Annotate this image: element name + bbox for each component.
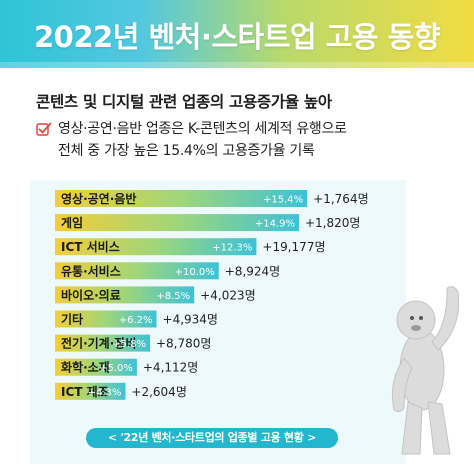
section-subtitle: 콘텐츠 및 디지털 관련 업종의 고용증가율 높아: [36, 93, 332, 111]
title-banner: 2022년 벤처·스타트업 고용 동향: [0, 0, 474, 68]
bar: [55, 214, 299, 232]
category-label: ICT 서비스: [61, 239, 120, 254]
chart-caption: < '22년 벤처·스타트업의 업종별 고용 현황 >: [86, 428, 338, 448]
check-box-icon: [36, 122, 52, 136]
percent-label: +5.8%: [112, 339, 146, 350]
bar: [55, 286, 195, 304]
bar: [55, 238, 257, 256]
percent-label: +10.0%: [175, 267, 215, 278]
increase-label: +2,604명: [131, 385, 186, 399]
bar: [55, 190, 308, 207]
percent-label: +12.3%: [212, 243, 252, 254]
bar: [55, 262, 219, 280]
page-title: 2022년 벤처·스타트업 고용 동향: [34, 20, 441, 54]
increase-label: +4,934명: [163, 313, 218, 327]
bar: [55, 358, 137, 376]
increase-label: +19,177명: [262, 240, 325, 254]
category-label: ICT 제조: [61, 385, 109, 399]
yeti-mascot-icon: [391, 286, 460, 455]
increase-label: +4,023명: [200, 288, 255, 302]
category-label: 화학·소재: [61, 360, 110, 375]
percent-label: +5.0%: [99, 363, 133, 374]
category-label: 유통·서비스: [61, 263, 121, 278]
bar: [55, 382, 126, 400]
percent-label: +4.3%: [88, 387, 122, 398]
category-label: 게임: [61, 216, 83, 230]
percent-label: +8.5%: [156, 291, 190, 302]
percent-label: +14.9%: [255, 219, 295, 230]
increase-label: +8,924명: [225, 264, 280, 278]
bar: [55, 310, 157, 328]
category-label: 전기·기계·장비: [61, 336, 136, 351]
description: 영상·공연·음반 업종은 K-콘텐츠의 세계적 유행으로 전체 중 가장 높은 …: [58, 118, 347, 162]
description-line-2: 전체 중 가장 높은 15.4%의 고용증가율 기록: [58, 143, 315, 159]
increase-label: +4,112명: [143, 361, 198, 375]
increase-label: +1,820명: [305, 216, 360, 230]
increase-label: +8,780명: [156, 337, 211, 351]
category-label: 영상·공연·음반: [61, 191, 136, 206]
increase-label: +1,764명: [313, 192, 368, 206]
category-label: 기타: [61, 312, 83, 327]
percent-label: +6.2%: [119, 315, 153, 326]
bar: [55, 334, 150, 352]
percent-label: +15.4%: [263, 195, 303, 206]
description-line-1: 영상·공연·음반 업종은 K-콘텐츠의 세계적 유행으로: [58, 121, 347, 137]
category-label: 바이오·의료: [61, 287, 121, 302]
